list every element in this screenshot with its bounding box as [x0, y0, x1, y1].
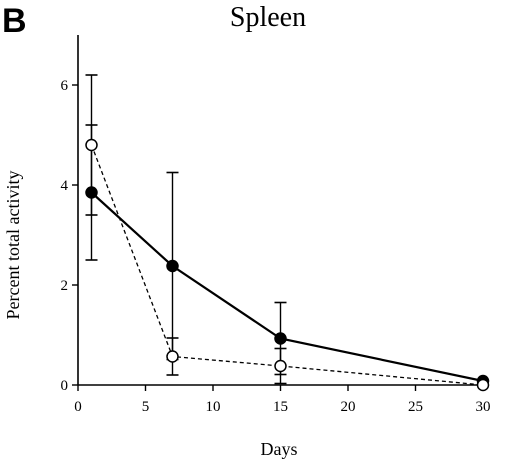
x-axis-title: Days: [261, 439, 298, 459]
series-2-point: [274, 359, 287, 373]
series-2-point: [166, 350, 179, 363]
series-1-line: [90, 191, 484, 383]
x-tick-label: 25: [408, 399, 423, 415]
x-tick-label: 0: [74, 399, 82, 415]
x-tick-label: 30: [476, 399, 491, 415]
series-2-point: [476, 378, 490, 392]
series-2-line: [90, 144, 484, 386]
plot-area: 0 5 10 15 20 25 30 0 2 4 6: [61, 35, 491, 415]
series-1-point: [85, 186, 98, 199]
x-tick-label: 5: [142, 399, 150, 415]
y-axis-title: Percent total activity: [3, 171, 23, 320]
panel-label: B: [2, 2, 27, 40]
y-tick-label: 0: [61, 378, 69, 394]
y-tick-label: 4: [61, 178, 69, 194]
x-tick-label: 15: [273, 399, 288, 415]
series-2-point: [85, 138, 98, 152]
series-1-point: [166, 259, 179, 273]
series-1-point: [274, 332, 287, 345]
x-tick-label: 10: [206, 399, 221, 415]
chart-title: Spleen: [230, 2, 306, 33]
x-tick-label: 20: [341, 399, 356, 415]
y-tick-label: 6: [61, 78, 69, 94]
y-tick-label: 2: [61, 278, 69, 294]
